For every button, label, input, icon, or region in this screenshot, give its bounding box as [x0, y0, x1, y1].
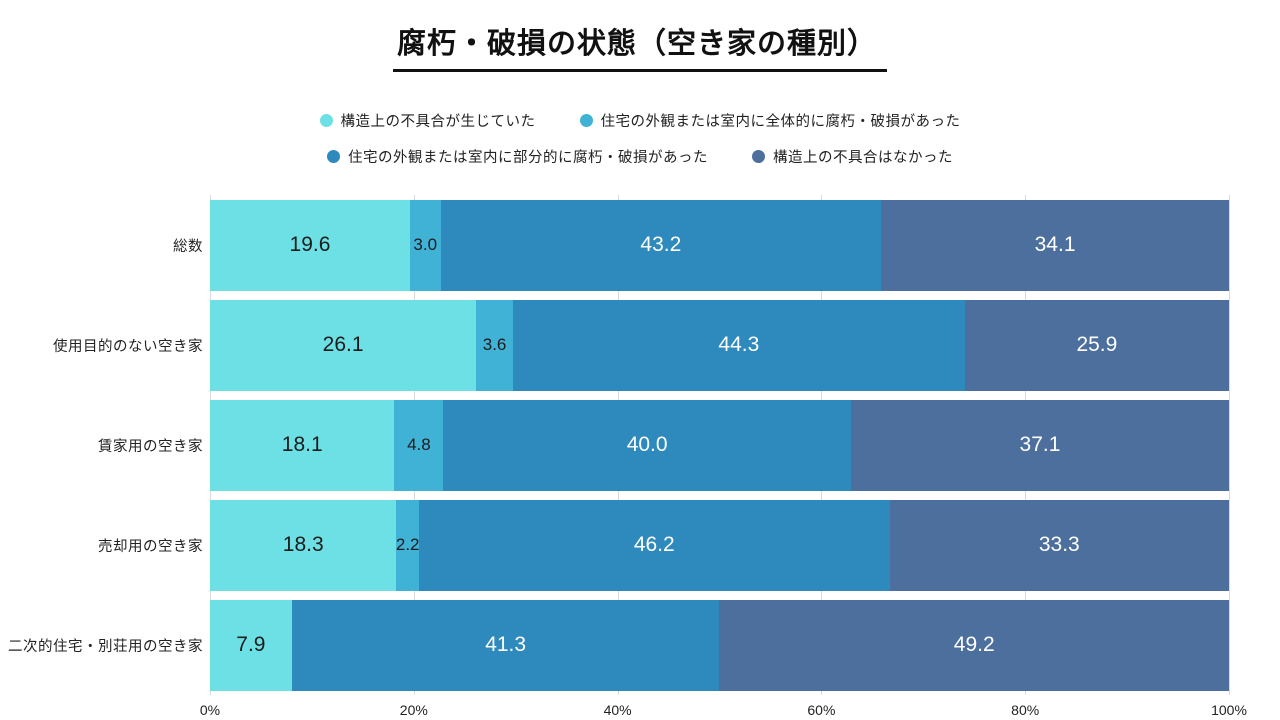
- bar-value-label: 37.1: [1019, 433, 1061, 456]
- bar-segment: 41.3: [291, 599, 720, 691]
- legend-item: 構造上の不具合が生じていた: [319, 110, 536, 131]
- bar-segment: 26.1: [210, 299, 477, 391]
- bar-value-label: 2.2: [395, 535, 420, 554]
- bar-value-label: 43.2: [640, 233, 682, 256]
- category-label: 総数: [173, 238, 203, 255]
- bar-track: 18.3 2.2 46.2 33.3: [210, 499, 1229, 591]
- stacked-bar-chart: 総数 19.6 3.0 43.2 34.1 使用目的のない空き家 26.1 3.6 44.3 25…: [0, 195, 1247, 720]
- bar-value-label: 33.3: [1038, 533, 1080, 556]
- legend-label: 住宅の外観または室内に部分的に腐朽・破損があった: [348, 150, 708, 166]
- page-title: 腐朽・破損の状態（空き家の種別）: [392, 20, 887, 72]
- legend-swatch-icon: [327, 150, 340, 163]
- bar-segment: 46.2: [418, 499, 890, 591]
- bar-value-label: 3.0: [413, 235, 438, 254]
- legend-item: 住宅の外観または室内に部分的に腐朽・破損があった: [327, 146, 708, 167]
- bar-segment: 44.3: [512, 299, 965, 391]
- bar-segment: 25.9: [964, 299, 1229, 391]
- chart-row: 総数 19.6 3.0 43.2 34.1: [0, 195, 1229, 295]
- x-axis-tick-label: 100%: [1211, 702, 1247, 718]
- legend-item: 構造上の不具合はなかった: [752, 146, 953, 167]
- bar-value-label: 49.2: [953, 633, 995, 656]
- legend-label: 構造上の不具合が生じていた: [340, 114, 536, 130]
- legend: 構造上の不具合が生じていた 住宅の外観または室内に全体的に腐朽・破損があった住宅の…: [0, 110, 1280, 167]
- bar-segment: 3.6: [476, 299, 513, 391]
- category-label: 二次的住宅・別荘用の空き家: [8, 638, 203, 655]
- legend-swatch-icon: [319, 114, 333, 127]
- x-axis-tick-label: 80%: [1011, 702, 1040, 718]
- x-axis: 0% 20% 40% 60% 80% 100%: [200, 695, 1247, 720]
- legend-row: 住宅の外観または室内に部分的に腐朽・破損があった 構造上の不具合はなかった: [327, 146, 953, 167]
- title-wrap: 腐朽・破損の状態（空き家の種別）: [0, 20, 1280, 72]
- legend-row: 構造上の不具合が生じていた 住宅の外観または室内に全体的に腐朽・破損があった: [319, 110, 961, 131]
- bar-track: 19.6 3.0 43.2 34.1: [210, 199, 1229, 291]
- bar-value-label: 44.3: [718, 333, 760, 356]
- category-label: 賃家用の空き家: [98, 438, 203, 455]
- plot-area: 総数 19.6 3.0 43.2 34.1 使用目的のない空き家 26.1 3.6 44.3 25…: [0, 195, 1230, 695]
- bar-value-label: 19.6: [289, 233, 331, 256]
- bar-segment: 43.2: [440, 199, 882, 291]
- bar-segment: 49.2: [719, 599, 1229, 691]
- bar-track: 26.1 3.6 44.3 25.9: [210, 299, 1229, 391]
- bar-value-label: 4.8: [407, 435, 431, 454]
- chart-row: 賃家用の空き家 18.1 4.8 40.0 37.1: [0, 395, 1229, 495]
- bar-segment: 19.6: [210, 199, 410, 291]
- bar-value-label: 18.1: [281, 433, 323, 456]
- legend-item: 住宅の外観または室内に全体的に腐朽・破損があった: [579, 110, 961, 131]
- gridline: [1229, 195, 1230, 695]
- bar-value-label: 25.9: [1076, 333, 1118, 356]
- bar-value-label: 41.3: [485, 633, 527, 656]
- bar-segment: 7.9: [210, 599, 292, 691]
- bar-segment: 18.3: [210, 499, 397, 591]
- category-label: 使用目的のない空き家: [53, 338, 203, 355]
- bar-track: 7.9 41.3 49.2: [210, 599, 1229, 691]
- legend-label: 住宅の外観または室内に全体的に腐朽・破損があった: [600, 114, 961, 130]
- x-axis-tick-label: 20%: [399, 702, 428, 718]
- bar-segment: 18.1: [210, 399, 395, 491]
- x-axis-tick-label: 60%: [807, 702, 836, 718]
- bar-value-label: 40.0: [626, 433, 668, 456]
- bar-segment: 34.1: [881, 199, 1229, 291]
- chart-row: 売却用の空き家 18.3 2.2 46.2 33.3: [0, 495, 1229, 595]
- x-axis-tick-label: 0%: [199, 702, 221, 718]
- bar-value-label: 3.6: [482, 335, 507, 354]
- chart-row: 二次的住宅・別荘用の空き家 7.9 41.3 49.2: [0, 595, 1229, 695]
- chart-row: 使用目的のない空き家 26.1 3.6 44.3 25.9: [0, 295, 1229, 395]
- bar-value-label: 26.1: [322, 333, 364, 356]
- legend-label: 構造上の不具合はなかった: [773, 150, 953, 166]
- x-axis-tick-label: 40%: [603, 702, 632, 718]
- bar-segment: 2.2: [395, 499, 420, 591]
- bar-value-label: 7.9: [236, 633, 266, 656]
- bar-segment: 33.3: [889, 499, 1229, 591]
- bar-segment: 4.8: [394, 399, 444, 491]
- bar-segment: 3.0: [409, 199, 441, 291]
- legend-swatch-icon: [579, 114, 593, 127]
- bar-value-label: 34.1: [1034, 233, 1076, 256]
- bar-value-label: 46.2: [633, 533, 675, 556]
- legend-swatch-icon: [752, 150, 765, 163]
- bar-track: 18.1 4.8 40.0 37.1: [210, 399, 1229, 491]
- category-label: 売却用の空き家: [98, 538, 203, 555]
- bar-value-label: 18.3: [282, 533, 324, 556]
- bar-segment: 40.0: [443, 399, 851, 491]
- bar-segment: 37.1: [850, 399, 1229, 491]
